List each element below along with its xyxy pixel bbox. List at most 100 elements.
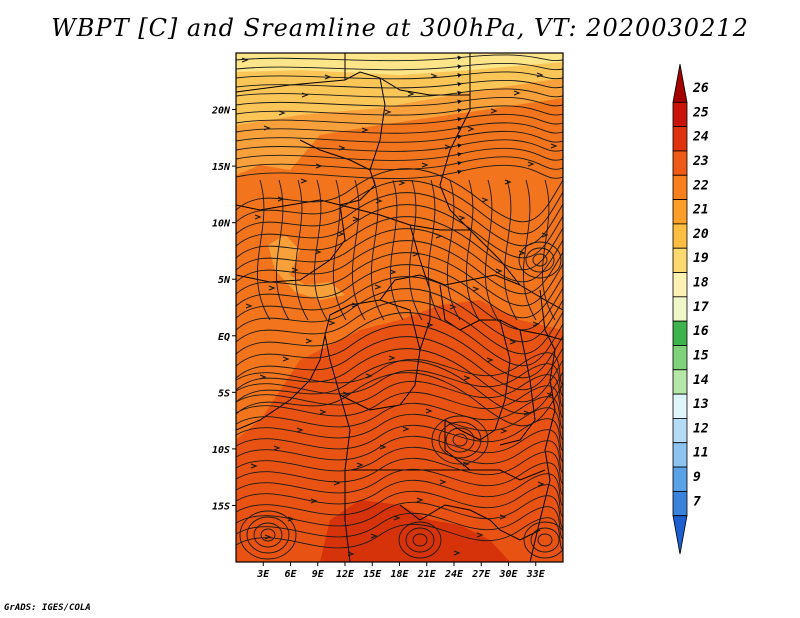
colorbar-label: 26: [692, 81, 709, 96]
flow-arrow: [250, 463, 258, 469]
x-tick-label: 24E: [444, 569, 464, 580]
x-tick-label: 33E: [526, 569, 546, 580]
streamline: [236, 484, 563, 518]
border-line: [299, 139, 371, 171]
flow-arrow: [263, 125, 271, 131]
colorbar-top-arrow: [672, 63, 688, 103]
y-tick-label: 10S: [212, 445, 230, 456]
y-tick-label: 5N: [218, 275, 231, 286]
flow-arrow: [282, 356, 290, 362]
colorbar-swatch: [672, 490, 688, 517]
colorbar-label: 22: [692, 178, 709, 193]
streamline: [236, 122, 563, 134]
border-line: [399, 504, 421, 521]
streamline: [446, 179, 461, 321]
streamline: [236, 324, 563, 379]
streamline: [236, 374, 563, 408]
flow-arrow: [259, 374, 267, 380]
band-20-21: [236, 53, 563, 125]
streamline: [236, 407, 563, 441]
streamline: [236, 156, 563, 170]
flow-arrow: [425, 408, 433, 414]
flow-arrow: [333, 480, 341, 486]
flow-arrow: [537, 481, 545, 487]
band-24-25-core: [410, 525, 480, 562]
y-tick-label: 5S: [218, 388, 230, 399]
streamline: [236, 418, 563, 452]
flow-arrow: [490, 108, 498, 114]
border-line: [444, 420, 546, 481]
flow-arrow: [374, 284, 382, 290]
colorbar-swatch: [672, 101, 688, 128]
flow-arrow: [315, 163, 323, 169]
x-tick-label: 18E: [390, 569, 409, 580]
flow-arrow: [527, 161, 535, 167]
flow-arrow: [449, 304, 457, 310]
eddy-streamline: [246, 516, 290, 554]
x-tick-label: 3E: [256, 569, 270, 580]
latitude-axis: 15S 10S 5S EQ 5N 10N 15N 20N: [211, 106, 236, 512]
eddy-streamline: [452, 433, 468, 447]
streamline: [236, 451, 563, 485]
x-tick-label: 12E: [336, 569, 355, 580]
border-line: [339, 394, 351, 562]
flow-arrow: [310, 498, 318, 504]
flow-arrow: [300, 178, 308, 184]
colorbar-label: 12: [693, 421, 709, 436]
border-line: [499, 329, 536, 446]
streamline: [236, 336, 563, 391]
flow-arrow: [291, 267, 299, 273]
streamline: [236, 139, 563, 152]
eddy-streamline: [530, 527, 560, 553]
eddy-streamline: [525, 247, 555, 273]
flow-arrow: [407, 91, 415, 97]
colorbar-label: 7: [693, 494, 701, 509]
flow-arrow: [513, 90, 521, 96]
flow-arrow: [352, 216, 360, 222]
flow-arrow: [370, 533, 378, 539]
colorbar-swatch: [672, 223, 688, 249]
y-tick-label: 10N: [212, 219, 231, 230]
streamline: [236, 105, 563, 116]
flow-arrow: [351, 302, 359, 308]
colorbar-label: 9: [693, 470, 701, 485]
flow-arrow: [416, 497, 424, 503]
band-21-22-west: [268, 235, 345, 300]
streamline: [332, 179, 347, 321]
streamline: [236, 429, 563, 463]
colorbar-swatch: [672, 126, 688, 152]
streamline: [236, 113, 563, 125]
y-tick-label: 15N: [212, 162, 231, 173]
grads-credit: GrADS: IGES/COLA: [4, 603, 91, 613]
streamline: [236, 71, 563, 80]
streamline: [275, 179, 290, 321]
colorbar-swatch: [672, 174, 688, 200]
streamline: [236, 506, 563, 540]
colorbar-swatch: [672, 247, 688, 273]
flow-arrow: [347, 551, 355, 557]
streamline: [236, 264, 563, 319]
flow-arrow: [379, 444, 387, 450]
flow-arrow: [500, 428, 508, 434]
streamline: [236, 462, 563, 496]
flow-arrow: [393, 515, 401, 521]
flow-arrow: [305, 338, 313, 344]
streamline: [236, 130, 563, 143]
flow-arrow: [546, 392, 554, 398]
flow-arrow: [268, 285, 276, 291]
eddy-streamline: [405, 527, 435, 553]
x-tick-label: 27E: [471, 569, 491, 580]
flow-arrow: [430, 73, 438, 79]
colorbar-label: 15: [693, 348, 709, 363]
eddy-streamline: [523, 521, 563, 559]
colorbar-label: 24: [692, 130, 709, 145]
border-line: [439, 284, 563, 341]
colorbar-swatch: [672, 393, 688, 419]
x-tick-label: 6E: [284, 569, 297, 580]
flow-arrow: [550, 143, 558, 149]
flow-arrow: [421, 162, 429, 168]
flow-arrow: [324, 74, 332, 80]
colorbar-swatch: [672, 199, 688, 225]
eddy-streamline: [253, 522, 283, 548]
